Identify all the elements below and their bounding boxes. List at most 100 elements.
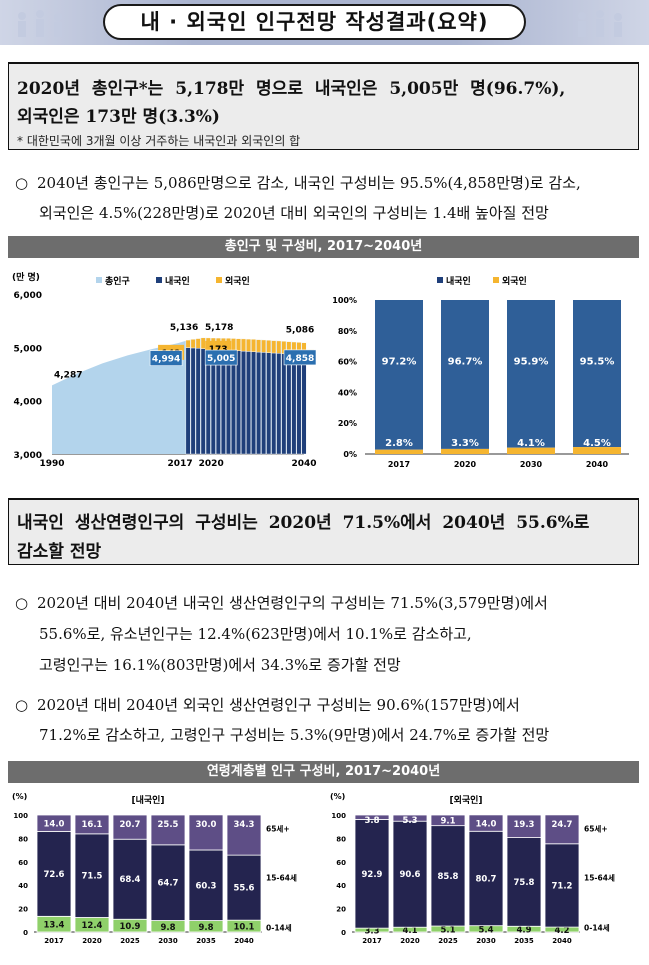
y-tick-label: 60 (336, 859, 346, 867)
headline-line: 2020년 총인구*는 5,178만 명으로 내국인은 5,005만 명(96.… (17, 79, 566, 99)
y-tick-label: 40 (336, 882, 346, 890)
bullet-icon: ○ (15, 594, 29, 612)
data-label: 60.3 (196, 881, 217, 891)
chart-title: [내국인] (131, 794, 164, 806)
bullet-paragraph: ○ 2040년 총인구는 5,086만명으로 감소, 내국인 구성비는 95.5%… (15, 168, 640, 228)
x-tick-label: 2025 (438, 937, 458, 945)
paragraph-line: 2020년 대비 2040년 외국인 생산연령인구 구성비는 90.6%(157… (37, 696, 520, 714)
x-tick-label: 2020 (454, 460, 477, 469)
native-bar (236, 350, 241, 455)
native-bar (225, 349, 231, 455)
data-label: 95.9% (514, 357, 549, 368)
legend-label: 외국인 (225, 275, 250, 287)
data-label: 16.1 (82, 820, 103, 830)
total-population-area (52, 337, 304, 454)
x-tick-label: 2040 (586, 460, 609, 469)
y-tick-label: 100 (331, 812, 346, 820)
data-label: 10.1 (234, 923, 255, 933)
native-age-structure-chart: (%) [내국인] 100 80 60 40 20 0 13.4 72.6 14.0 2017 12.4… (12, 792, 297, 945)
data-label: 30.0 (196, 820, 217, 830)
data-label: 13.4 (44, 921, 65, 931)
x-tick-label: 2040 (291, 459, 316, 469)
foreign-bar (441, 448, 489, 454)
side-label: 15-64세 (266, 873, 297, 883)
foreign-bar (185, 339, 191, 348)
data-label: 4.1 (402, 926, 417, 936)
paragraph-line: 2020년 대비 2040년 내국인 생산연령인구의 구성비는 71.5%(3,… (37, 594, 548, 612)
native-label-box (283, 349, 317, 366)
stack-segment (112, 814, 148, 840)
data-label: 9.8 (160, 923, 175, 933)
data-label: 4.9 (516, 926, 531, 936)
data-label: 4.1% (517, 438, 545, 449)
stack-segment (468, 814, 504, 832)
stack-segment (506, 837, 542, 927)
data-label: 3.3% (451, 438, 479, 449)
section-title-bar: 연령계층별 인구 구성비, 2017~2040년 (8, 761, 639, 783)
data-label: 5.3 (402, 816, 417, 826)
foreign-bar (236, 338, 241, 352)
foreign-bar (266, 340, 272, 353)
stack-segment (392, 820, 428, 928)
paragraph-line: 71.2%로 감소하고, 고령인구 구성비는 5.3%(9만명)에서 24.7%… (39, 726, 550, 744)
data-label: 90.6 (400, 870, 421, 880)
data-label: 97.2% (382, 357, 417, 368)
y-tick-label: 6,000 (14, 291, 42, 301)
native-bar (276, 353, 282, 455)
x-tick-label: 2030 (476, 937, 496, 945)
data-label: 4.2 (554, 926, 569, 936)
data-label: 9.1 (440, 816, 455, 826)
stack-segment (506, 814, 542, 838)
y-tick-label: 20 (18, 906, 28, 914)
unit-label: (%) (12, 792, 27, 801)
header-banner: 내 · 외국인 인구전망 작성결과(요약) (0, 0, 649, 45)
native-bar (256, 351, 262, 455)
stack-segment (544, 843, 580, 928)
side-label: 65세+ (584, 823, 608, 833)
legend-swatch (216, 277, 222, 283)
native-bar (246, 351, 251, 455)
y-tick-label: 20 (336, 906, 346, 914)
foreign-bar (246, 338, 251, 352)
footnote: * 대한민국에 3개월 이상 거주하는 내국인과 외국인의 합 (17, 134, 301, 148)
y-tick-label: 0 (23, 929, 28, 937)
data-label: 19.3 (514, 820, 535, 830)
legend-swatch (156, 277, 162, 283)
paragraph-line: 2040년 총인구는 5,086만명으로 감소, 내국인 구성비는 95.5%(… (37, 174, 581, 192)
native-bar (286, 353, 292, 455)
data-label: 75.8 (514, 878, 535, 888)
data-label: 71.5 (82, 872, 103, 882)
data-label: 14.0 (476, 819, 497, 829)
stack-segment (354, 819, 390, 929)
native-bar (231, 350, 236, 455)
y-tick-label: 20% (338, 419, 357, 428)
side-label: 15-64세 (584, 873, 615, 883)
bullet-paragraph: ○ 2020년 대비 2040년 내국인 생산연령인구의 구성비는 71.5%(3… (15, 588, 640, 681)
native-bar (301, 354, 307, 455)
stack-segment (468, 830, 504, 927)
foreign-bar (251, 339, 256, 352)
x-tick-label: 1990 (39, 459, 64, 469)
headline-box-total-population: 2020년 총인구*는 5,178만 명으로 내국인은 5,005만 명(96.… (8, 62, 639, 150)
foreign-bar (271, 340, 277, 354)
y-tick-label: 80 (336, 835, 346, 843)
native-bar (266, 352, 272, 455)
side-label: 65세+ (266, 823, 290, 833)
data-label: 4,994 (152, 355, 180, 365)
stack-segment (74, 814, 110, 835)
foreign-bar (190, 339, 196, 349)
y-tick-label: 3,000 (14, 451, 42, 461)
stack-segment (36, 830, 72, 917)
x-tick-label: 2030 (520, 460, 543, 469)
data-label: 4,858 (286, 354, 314, 364)
foreign-bar (195, 338, 201, 349)
stack-segment (226, 814, 262, 856)
data-label: 5.1 (440, 926, 455, 936)
y-tick-label: 40 (18, 882, 28, 890)
foreign-bar (276, 340, 282, 354)
x-tick-label: 2035 (196, 937, 216, 945)
native-label-box (204, 349, 238, 366)
data-label: 80.7 (476, 874, 497, 884)
native-bar (281, 353, 287, 455)
bullet-icon: ○ (15, 696, 29, 714)
